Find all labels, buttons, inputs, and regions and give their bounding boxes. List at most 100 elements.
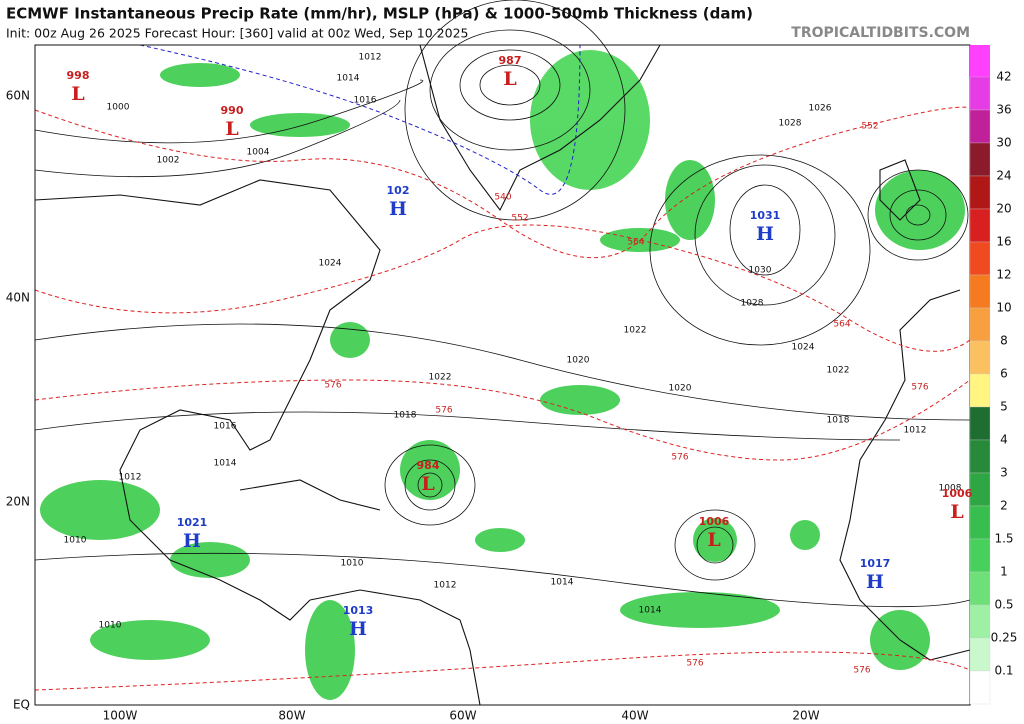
- isobar-label: 1014: [639, 606, 662, 616]
- pressure-letter: H: [349, 618, 367, 640]
- thickness-label: 576: [435, 406, 452, 416]
- colorbar-segment: [969, 571, 991, 606]
- thickness-label: 552: [861, 122, 878, 132]
- lat-label: 60N: [6, 89, 30, 103]
- thickness-label: 540: [494, 193, 511, 203]
- isobar-label: 1000: [107, 103, 130, 113]
- isobar-label: 1024: [792, 343, 815, 353]
- pressure-letter: H: [866, 571, 884, 593]
- colorbar-segment: [969, 406, 991, 441]
- colorbar-label: 3: [1000, 466, 1008, 480]
- thickness-lines: [34, 106, 976, 691]
- colorbar-label: 5: [1000, 400, 1008, 414]
- colorbar-label: 24: [996, 169, 1011, 183]
- pressure-value: 1006: [699, 515, 730, 528]
- lon-label: 80W: [278, 709, 305, 723]
- lat-label: 20N: [6, 495, 30, 509]
- isobar-label: 1008: [939, 484, 962, 494]
- isobar-label: 1028: [779, 119, 802, 129]
- thickness-label: 552: [511, 214, 528, 224]
- precip: [40, 50, 965, 700]
- isobar-label: 1002: [157, 156, 180, 166]
- map: [34, 0, 976, 706]
- thickness-label: 564: [627, 238, 644, 248]
- colorbar-segment: [969, 538, 991, 573]
- pressure-value: 1017: [860, 557, 891, 570]
- colorbar-label: 20: [996, 202, 1011, 216]
- lat-label: 40N: [6, 291, 30, 305]
- colorbar-label: 36: [996, 103, 1011, 117]
- isobar-label: 1014: [551, 578, 574, 588]
- colorbar-label: 0.25: [991, 631, 1018, 645]
- thickness-label: 576: [853, 666, 870, 676]
- colorbar-segment: [969, 439, 991, 474]
- pressure-letter: L: [71, 83, 84, 105]
- pressure-value: 987: [499, 54, 522, 67]
- pressure-letter: L: [503, 68, 516, 90]
- isobar-label: 1022: [827, 366, 850, 376]
- coastline: [34, 44, 971, 706]
- colorbar-label: 0.1: [994, 664, 1013, 678]
- isobar-label: 1020: [567, 356, 590, 366]
- isobar-label: 1022: [429, 373, 452, 383]
- isobar-label: 1030: [749, 266, 772, 276]
- colorbar-segment: [969, 241, 991, 276]
- map-background: [35, 45, 970, 705]
- pressure-letter: H: [389, 198, 407, 220]
- colorbar-label: 1.5: [994, 532, 1013, 546]
- lon-label: 20W: [792, 709, 819, 723]
- colorbar-segment: [969, 373, 991, 408]
- colorbar-label: 10: [996, 301, 1011, 315]
- map-title: ECMWF Instantaneous Precip Rate (mm/hr),…: [6, 5, 753, 23]
- colorbar-segment: [969, 76, 991, 111]
- pressure-letter: L: [225, 118, 238, 140]
- colorbar-segment: [969, 307, 991, 342]
- pressure-value: 1021: [177, 516, 208, 529]
- thickness-label: 576: [671, 453, 688, 463]
- credit: TROPICALTIDBITS.COM: [791, 25, 970, 41]
- colorbar-label: 6: [1000, 367, 1008, 381]
- colorbar-segment: [969, 604, 991, 639]
- isobar-label: 1018: [394, 411, 417, 421]
- pressure-letter: L: [421, 473, 434, 495]
- colorbar-label: 4: [1000, 433, 1008, 447]
- isobar-label: 1016: [354, 96, 377, 106]
- colorbar-label: 0.5: [994, 598, 1013, 612]
- lat-label: EQ: [13, 698, 30, 712]
- colorbar-label: 12: [996, 268, 1011, 282]
- thickness-label: 564: [833, 320, 850, 330]
- pressure-letter: H: [756, 223, 774, 245]
- isobar-label: 1016: [214, 422, 237, 432]
- colorbar-segment: [969, 208, 991, 243]
- colorbar-label: 16: [996, 235, 1011, 249]
- isobar-label: 1026: [809, 104, 832, 114]
- isobar-label: 1014: [214, 459, 237, 469]
- colorbar-segment: [969, 505, 991, 540]
- pressure-letter: L: [707, 529, 720, 551]
- isobar-label: 1010: [99, 621, 122, 631]
- isobar-label: 1012: [904, 426, 927, 436]
- colorbar-segment: [969, 472, 991, 507]
- colorbar-segment: [969, 637, 991, 672]
- colorbar-label: 1: [1000, 565, 1008, 579]
- colorbar-top: [970, 45, 990, 77]
- thickness-label: 576: [686, 659, 703, 669]
- isobar-label: 1022: [624, 326, 647, 336]
- map-subtitle: Init: 00z Aug 26 2025 Forecast Hour: [36…: [6, 26, 469, 41]
- pressure-value: 1031: [750, 209, 781, 222]
- colorbar-label: 30: [996, 136, 1011, 150]
- colorbar-label: 8: [1000, 334, 1008, 348]
- colorbar-label: 2: [1000, 499, 1008, 513]
- colorbar-segment: [969, 142, 991, 177]
- colorbar-segment: [969, 274, 991, 309]
- lon-label: 60W: [449, 709, 476, 723]
- lon-label: 40W: [621, 709, 648, 723]
- isobars: [34, 0, 971, 608]
- thickness-label: 576: [324, 381, 341, 391]
- lon-label: 100W: [103, 709, 138, 723]
- isobar-label: 1014: [337, 74, 360, 84]
- isobar-label: 1012: [434, 581, 457, 591]
- pressure-value: 998: [67, 69, 90, 82]
- isobar-label: 1012: [359, 53, 382, 63]
